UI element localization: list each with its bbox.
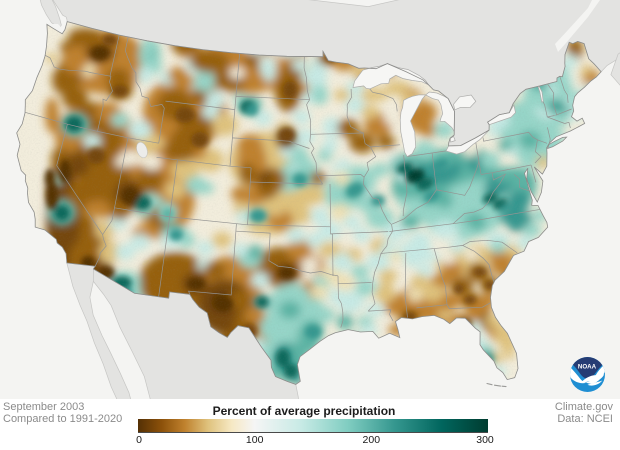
svg-text:NOAA: NOAA <box>578 364 597 371</box>
svg-text:Data: NCEI: Data: NCEI <box>557 413 613 425</box>
svg-text:Compared to 1991-2020: Compared to 1991-2020 <box>3 413 122 425</box>
svg-text:Climate.gov: Climate.gov <box>555 401 614 413</box>
svg-text:300: 300 <box>476 434 494 446</box>
svg-text:September 2003: September 2003 <box>3 401 84 413</box>
svg-text:0: 0 <box>136 434 142 446</box>
svg-text:Percent of average precipitati: Percent of average precipitation <box>213 404 396 418</box>
svg-text:100: 100 <box>246 434 264 446</box>
svg-text:200: 200 <box>363 434 381 446</box>
